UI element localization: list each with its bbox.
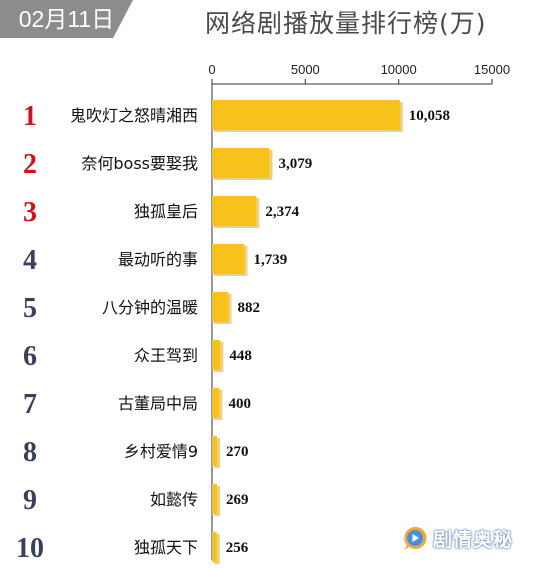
rank-label: 1: [23, 101, 37, 132]
value-label: 448: [229, 348, 252, 364]
bar: [212, 292, 229, 322]
category-label: 八分钟的温暖: [102, 298, 198, 317]
category-label: 鬼吹灯之怒晴湘西: [70, 106, 198, 125]
value-label: 400: [228, 396, 251, 412]
bar: [212, 388, 220, 418]
value-label: 10,058: [409, 108, 450, 124]
x-tick-label: 10000: [381, 62, 417, 77]
rank-label: 5: [23, 293, 37, 324]
rank-label: 3: [23, 197, 37, 228]
rank-label: 6: [23, 341, 37, 372]
category-label: 最动听的事: [118, 250, 198, 269]
watermark-text: 剧情奥秘: [433, 528, 514, 551]
bar: [212, 484, 218, 514]
bar: [212, 196, 257, 226]
watermark: 剧情奥秘: [402, 524, 513, 552]
bar: [212, 532, 217, 562]
bar: [212, 244, 245, 274]
rank-label: 4: [23, 245, 37, 276]
rank-label: 2: [23, 149, 37, 180]
value-label: 256: [226, 540, 249, 556]
category-label: 如懿传: [150, 490, 198, 509]
category-label: 乡村爱情9: [124, 442, 198, 461]
rank-label: 7: [23, 389, 37, 420]
value-label: 1,739: [253, 252, 287, 268]
rank-label: 8: [23, 437, 37, 468]
category-label: 众王驾到: [134, 346, 198, 365]
category-label: 古董局中局: [118, 394, 198, 413]
bar: [212, 100, 400, 130]
rank-label: 9: [23, 485, 37, 516]
value-label: 882: [237, 300, 259, 316]
category-label: 独孤皇后: [134, 202, 198, 221]
date-label: 02月11日: [18, 6, 115, 32]
value-label: 269: [226, 492, 249, 508]
play-bubble-icon: [404, 526, 427, 550]
bar-shadow: [214, 534, 220, 564]
value-label: 3,079: [278, 156, 312, 172]
value-label: 2,374: [265, 204, 299, 220]
value-label: 270: [226, 444, 249, 460]
bar: [212, 148, 270, 178]
bar: [212, 436, 218, 466]
date-badge: 02月11日: [0, 0, 133, 38]
x-tick-label: 5000: [291, 62, 320, 77]
chart-title: 网络剧播放量排行榜(万): [205, 9, 487, 38]
x-tick-label: 15000: [474, 62, 510, 77]
category-label: 奈何boss要娶我: [81, 154, 198, 173]
x-tick-label: 0: [208, 62, 215, 77]
rank-label: 10: [16, 533, 44, 564]
bar: [212, 340, 221, 370]
category-label: 独孤天下: [134, 538, 198, 557]
